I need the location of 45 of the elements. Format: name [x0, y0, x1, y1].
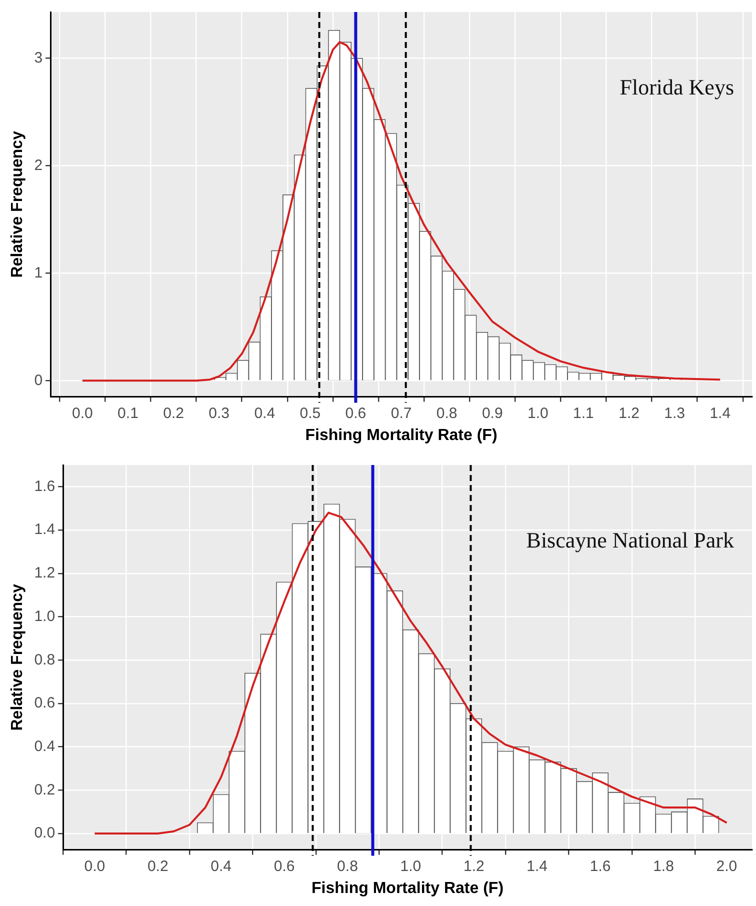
- y-tick-label: 0.6: [34, 694, 56, 712]
- x-tick-label: 1.4: [526, 858, 548, 875]
- y-tick-label: 1.2: [34, 564, 56, 582]
- x-tick-label: 0.0: [72, 404, 93, 422]
- y-axis-title: Relative Frequency: [9, 584, 26, 731]
- x-tick-label: 0.7: [390, 404, 412, 422]
- x-tick-label: 1.8: [653, 858, 674, 875]
- x-tick-label: 0.8: [337, 858, 358, 875]
- x-tick-label: 0.1: [118, 404, 138, 422]
- y-tick-label: 0.4: [34, 738, 56, 755]
- x-tick-label: 2.0: [716, 858, 738, 875]
- y-tick-label: 1.0: [34, 608, 56, 625]
- x-tick-label: 0.0: [84, 858, 106, 875]
- y-tick-label: 2: [34, 156, 43, 174]
- y-tick-label: 0.2: [34, 781, 56, 798]
- x-tick-label: 0.6: [345, 404, 366, 422]
- x-tick-label: 0.9: [482, 404, 503, 422]
- x-tick-label: 0.3: [208, 404, 230, 422]
- y-tick-label: 0.0: [34, 824, 56, 842]
- y-tick-label: 0.8: [34, 651, 56, 668]
- x-tick-label: 0.2: [163, 404, 184, 422]
- x-tick-label: 1.0: [527, 404, 548, 422]
- y-tick-label: 0: [34, 372, 43, 389]
- x-tick-label: 1.3: [664, 404, 685, 422]
- x-tick-label: 1.0: [400, 858, 422, 875]
- x-tick-label: 0.5: [300, 404, 321, 422]
- annotation: Florida Keys: [620, 74, 734, 100]
- y-tick-label: 3: [34, 49, 43, 66]
- x-tick-label: 0.4: [254, 404, 276, 422]
- x-axis-title: Fishing Mortality Rate (F): [305, 426, 498, 444]
- x-tick-label: 1.1: [573, 404, 594, 422]
- y-tick-label: 1.4: [34, 521, 56, 538]
- x-axis-title: Fishing Mortality Rate (F): [312, 880, 504, 897]
- x-tick-label: 0.2: [147, 858, 168, 875]
- x-tick-label: 0.4: [210, 858, 232, 875]
- x-tick-label: 1.2: [618, 404, 640, 422]
- y-tick-label: 1.6: [34, 478, 56, 495]
- x-tick-label: 1.4: [710, 404, 731, 422]
- annotation: Biscayne National Park: [526, 528, 734, 553]
- x-tick-label: 1.6: [590, 858, 611, 875]
- x-tick-label: 1.2: [463, 858, 484, 875]
- y-tick-label: 1: [34, 264, 43, 282]
- y-axis-title: Relative Frequency: [9, 130, 26, 278]
- x-tick-label: 0.6: [274, 858, 295, 875]
- x-tick-label: 0.8: [436, 404, 458, 422]
